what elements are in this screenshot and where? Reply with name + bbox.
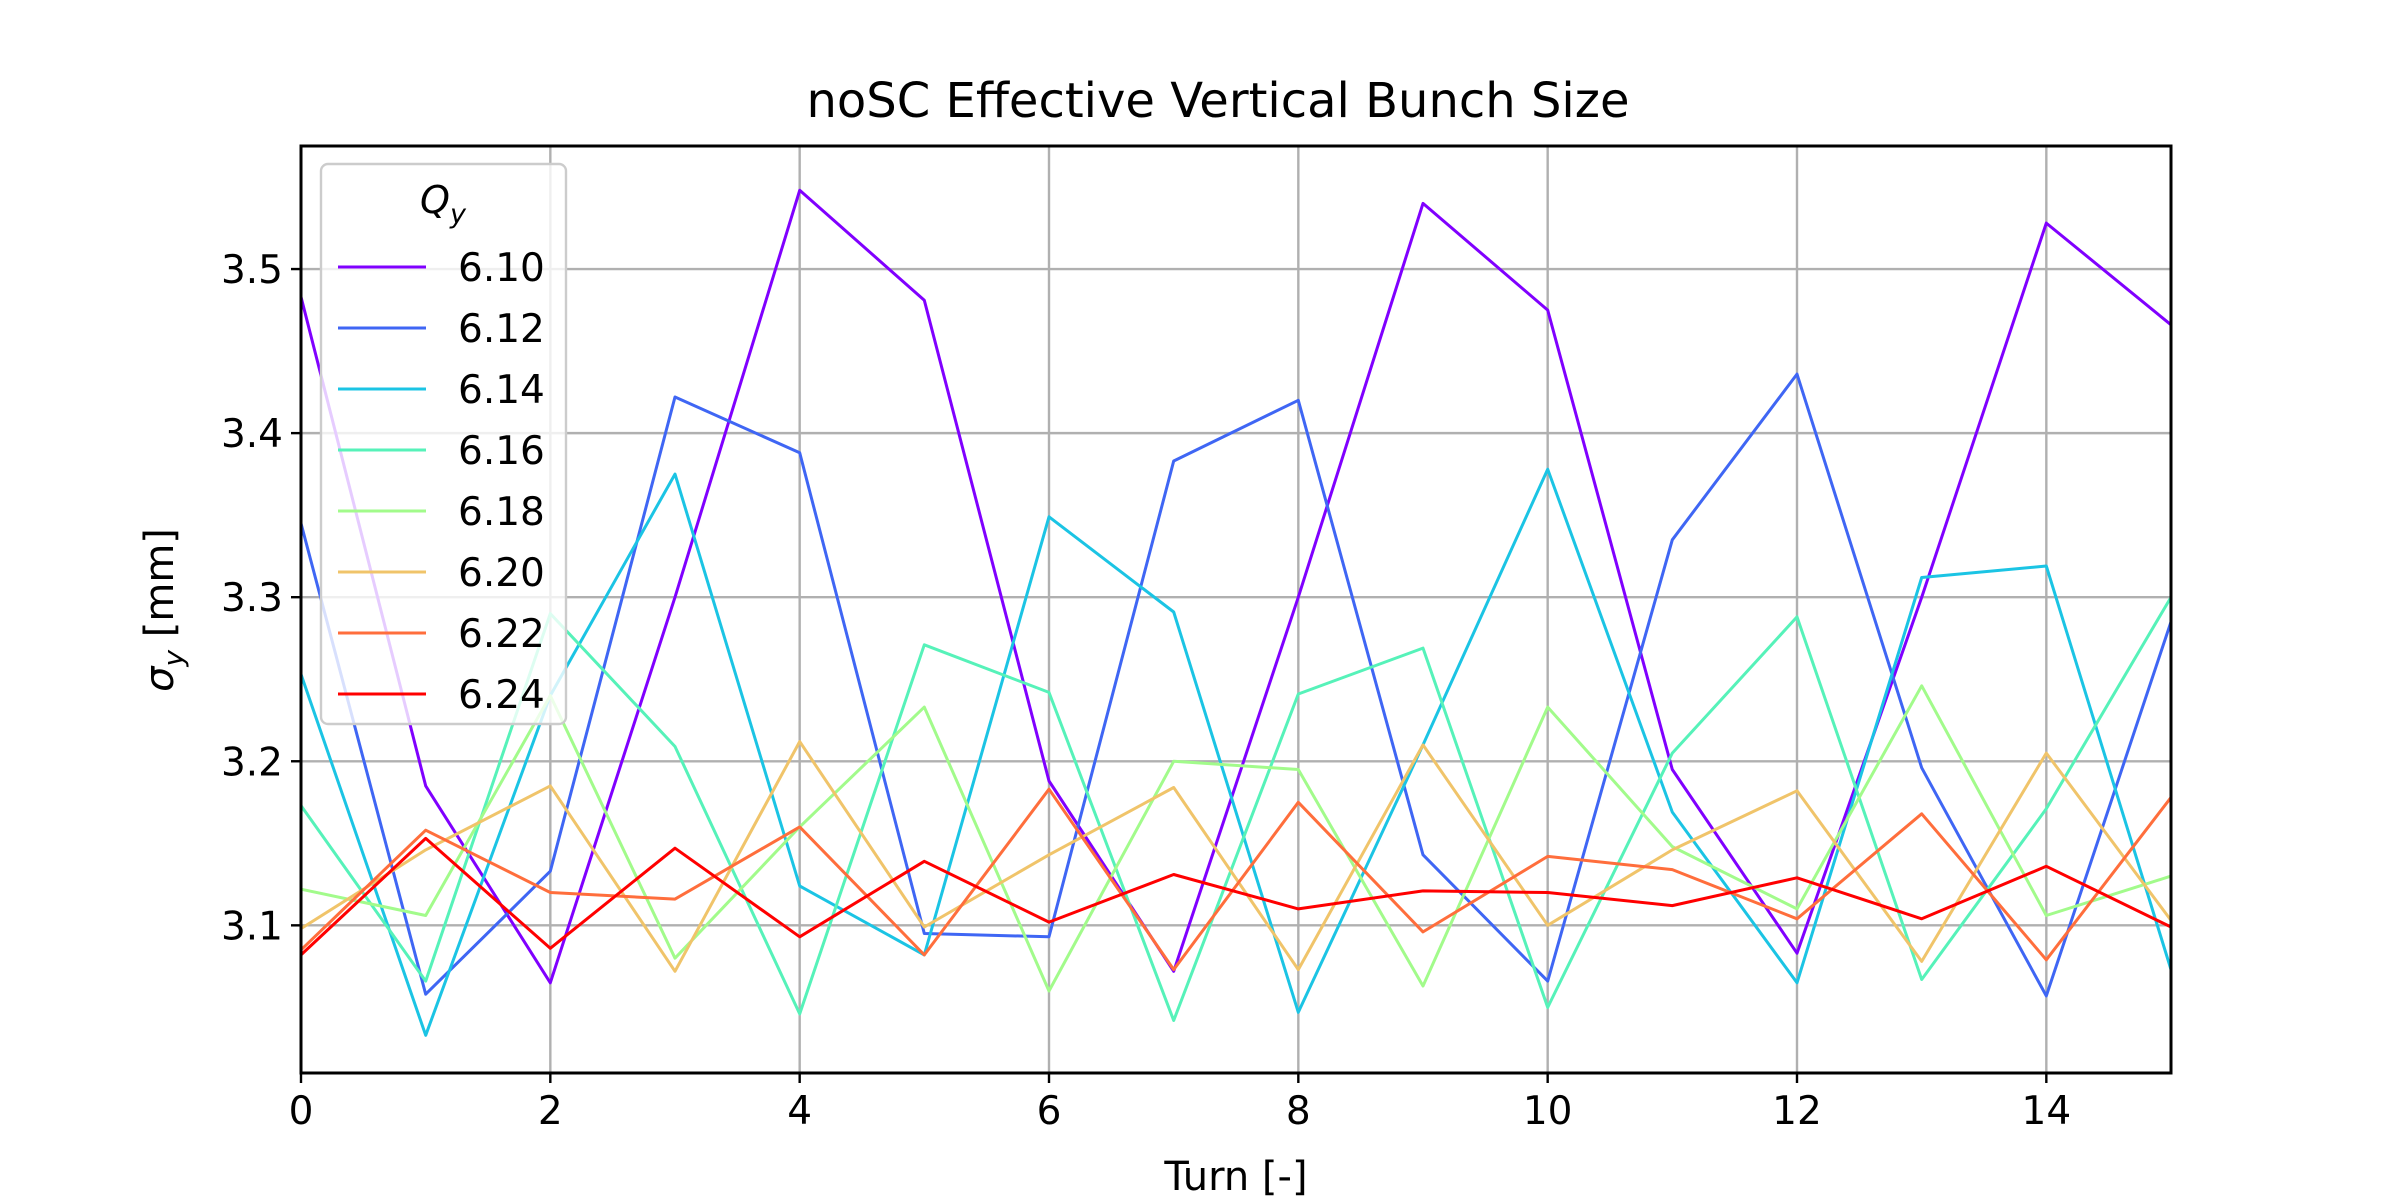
legend-label: 6.22 [458,612,545,657]
legend-label: 6.20 [458,551,545,596]
legend-title-subscript: y [449,199,467,230]
x-tick-label: 14 [2022,1089,2072,1134]
legend-title: Qy [420,178,467,230]
grid-lines [299,146,2171,1073]
x-tick-label: 10 [1523,1089,1573,1134]
legend-title-symbol: Q [420,178,450,222]
x-tick-label: 6 [1037,1089,1062,1134]
x-axis-label: Turn [-] [1163,1154,1307,1200]
series-line-6-22 [299,787,2173,972]
x-tick-label: 0 [289,1089,314,1134]
y-tick-label: 3.2 [221,740,283,785]
y-axis-ticks: 3.1 3.2 3.3 3.4 3.5 [221,248,301,949]
legend-label: 6.16 [458,429,545,474]
series-line-6-18 [300,684,2172,993]
legend-box [319,162,568,726]
legend-label: 6.10 [458,246,545,291]
y-tick-label: 3.4 [221,412,283,457]
x-axis-ticks: 0 2 4 6 8 10 12 14 [289,1073,2072,1134]
legend-label: 6.24 [458,673,545,718]
y-axis-label-subscript: y [157,650,190,668]
chart-title: noSC Effective Vertical Bunch Size [806,73,1629,129]
series-line-6-20 [300,740,2173,973]
x-tick-label: 2 [538,1089,563,1134]
legend-label: 6.14 [458,368,545,413]
y-tick-label: 3.3 [221,576,283,621]
series-line-6-24 [299,836,2172,956]
y-tick-label: 3.1 [221,904,283,949]
x-tick-label: 12 [1772,1089,1822,1134]
plot-frame [299,144,2173,1075]
y-axis-label: σy [mm] [137,528,190,692]
series-line-6-12 [299,372,2173,998]
legend-label: 6.18 [458,490,545,535]
y-tick-label: 3.5 [221,248,283,293]
y-axis-label-unit: [mm] [137,528,183,650]
x-tick-label: 8 [1286,1089,1311,1134]
series-line-6-10 [299,188,2172,985]
y-axis-label-symbol: σ [137,665,183,692]
series-lines [299,188,2173,1037]
x-tick-label: 4 [787,1089,812,1134]
legend-label: 6.12 [458,307,545,352]
legend: Qy 6.10 6.12 6.14 6.16 6.18 6.20 6.22 6.24 [319,162,568,726]
series-line-6-14 [299,467,2173,1037]
legend-items: 6.10 6.12 6.14 6.16 6.18 6.20 6.22 6.24 [338,246,545,718]
